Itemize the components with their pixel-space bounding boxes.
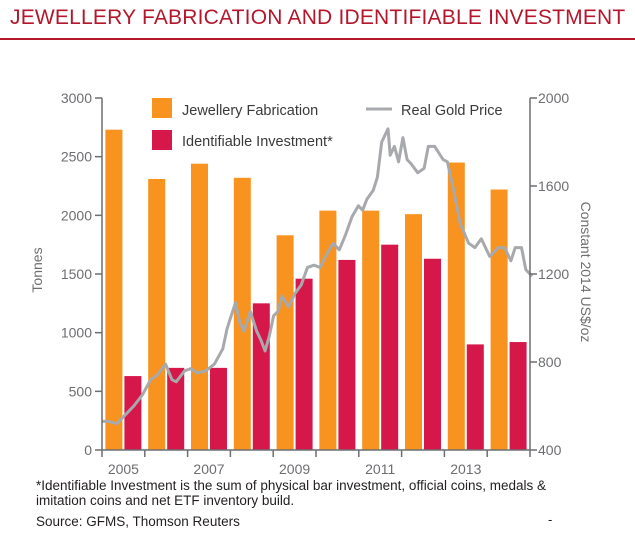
legend-swatch-investment <box>152 130 172 150</box>
axes-layer: 0 500 1000 1500 2000 2500 3000 400 800 1200 1600 20… <box>61 90 570 477</box>
legend-label-investment: Identifiable Investment* <box>182 134 333 150</box>
x-tick-label-2007: 2007 <box>193 461 224 477</box>
bar-jewellery-2014 <box>490 189 508 450</box>
title-rule <box>0 38 635 40</box>
bar-investment-2006 <box>167 367 185 450</box>
bar-investment-2014 <box>509 342 527 450</box>
y-tick-label-3000: 3000 <box>61 90 92 106</box>
y-tick-label-0: 0 <box>84 442 92 458</box>
legend-swatch-jewellery <box>152 98 172 118</box>
bar-jewellery-2012 <box>405 214 422 450</box>
y-tick-label-2000: 2000 <box>61 207 92 223</box>
bar-jewellery-2013 <box>447 162 465 451</box>
x-tick-label-2013: 2013 <box>450 461 481 477</box>
y-axis-label: Tonnes <box>29 247 45 292</box>
source-note: Source: GFMS, Thomson Reuters <box>36 514 240 529</box>
legend-label-jewellery: Jewellery Fabrication <box>182 103 318 119</box>
bar-jewellery-2008 <box>233 177 251 450</box>
bar-investment-2007 <box>210 367 227 450</box>
line-layer <box>102 127 534 426</box>
bar-investment-2011 <box>381 244 399 450</box>
x-tick-label-2009: 2009 <box>279 461 310 477</box>
bar-investment-2010 <box>338 259 356 450</box>
y2-axis-label: Constant 2014 US$/oz <box>578 202 594 343</box>
y-tick-label-2500: 2500 <box>61 149 92 165</box>
y-tick-label-500: 500 <box>69 383 93 399</box>
footnote: *Identifiable Investment is the sum of p… <box>36 478 546 508</box>
y-tick-label-1500: 1500 <box>61 266 92 282</box>
bar-jewellery-2005 <box>105 129 123 450</box>
bar-investment-2008 <box>252 303 270 450</box>
bar-jewellery-2007 <box>191 163 208 450</box>
bar-investment-2013 <box>466 344 484 450</box>
bar-jewellery-2009 <box>276 235 294 450</box>
y2-tick-label-1200: 1200 <box>538 266 569 282</box>
x-tick-label-2011: 2011 <box>365 461 395 477</box>
x-tick-label-2005: 2005 <box>108 461 139 477</box>
legend-label-gold-price: Real Gold Price <box>401 103 503 119</box>
y2-tick-label-2000: 2000 <box>538 90 569 106</box>
chart-title: JEWELLERY FABRICATION AND IDENTIFIABLE I… <box>10 6 626 29</box>
bar-investment-2012 <box>424 258 441 450</box>
y-tick-label-1000: 1000 <box>61 325 92 341</box>
bars-layer <box>105 129 527 451</box>
bar-investment-2009 <box>295 278 313 450</box>
bar-jewellery-2011 <box>362 210 380 450</box>
bar-investment-2005 <box>124 376 142 450</box>
bar-jewellery-2006 <box>148 178 166 450</box>
trailing-mark: - <box>548 512 553 527</box>
y2-tick-label-800: 800 <box>538 354 562 370</box>
y2-tick-label-400: 400 <box>538 442 562 458</box>
series-line-real-gold-price <box>102 127 534 426</box>
y2-tick-label-1600: 1600 <box>538 178 569 194</box>
bar-jewellery-2010 <box>319 210 337 450</box>
